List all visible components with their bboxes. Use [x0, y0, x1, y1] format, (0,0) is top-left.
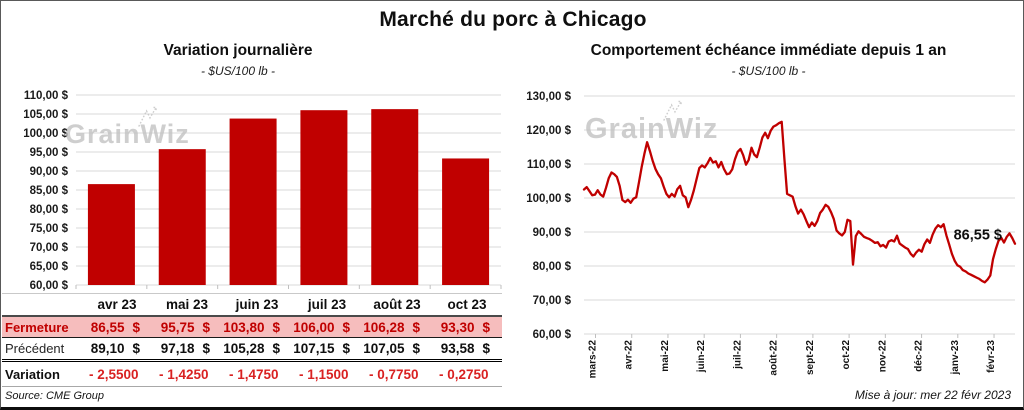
- table-column-header: juin 23: [235, 297, 279, 312]
- y-axis-tick-label: 65,00 $: [30, 261, 69, 273]
- table-cell: - 1,4750: [229, 366, 279, 382]
- table-cell: 97,18 $: [160, 341, 210, 356]
- table-column-header: oct 23: [447, 297, 487, 312]
- y-axis-tick-label: 60,00 $: [30, 280, 69, 292]
- table-cell: 106,28 $: [363, 319, 420, 335]
- y-axis-tick-label: 110,00 $: [527, 159, 572, 171]
- bar: [158, 149, 206, 285]
- y-axis-tick-label: 110,00 $: [24, 90, 69, 102]
- table-row-fermeture: Fermeture 86,55 $ 95,75 $ 103,80 $ 106,00 $ 106,…: [2, 315, 502, 338]
- watermark-peak-icon: [138, 106, 158, 127]
- table-cell: 105,28 $: [223, 341, 280, 356]
- y-axis-tick-label: 70,00 $: [30, 242, 69, 254]
- table-cell: - 0,7750: [369, 366, 419, 382]
- table-cell: 103,80 $: [223, 319, 280, 335]
- y-axis-tick-label: 100,00 $: [526, 193, 571, 205]
- x-axis-tick-label: juil-22: [732, 340, 743, 370]
- table-cell: 107,15 $: [293, 341, 350, 356]
- x-axis-tick-label: janv-23: [950, 340, 961, 376]
- y-axis-tick-label: 80,00 $: [30, 204, 69, 216]
- table-cell: 95,75 $: [160, 319, 210, 335]
- bar: [371, 109, 419, 285]
- table-cell: 93,30 $: [440, 319, 490, 335]
- x-axis-tick-label: déc-22: [914, 340, 925, 372]
- y-axis-tick-label: 90,00 $: [30, 166, 69, 178]
- watermark-text: GrainWiz: [65, 119, 190, 149]
- y-axis-tick-label: 120,00 $: [526, 125, 571, 137]
- x-axis-tick-label: juin-22: [696, 340, 707, 374]
- y-axis-tick-label: 105,00 $: [23, 109, 68, 121]
- y-axis-tick-label: 80,00 $: [533, 261, 572, 273]
- row-label-variation: Variation: [5, 366, 60, 382]
- y-axis-tick-label: 85,00 $: [30, 185, 69, 197]
- last-updated-note: Mise à jour: mer 22 févr 2023: [854, 388, 1011, 402]
- y-axis-tick-label: 60,00 $: [533, 329, 572, 341]
- table-cell: 93,58 $: [440, 341, 490, 356]
- x-axis-tick-label: sept-22: [805, 340, 816, 375]
- y-axis-tick-label: 70,00 $: [533, 295, 572, 307]
- price-line: [582, 120, 1017, 284]
- page-title: Marché du porc à Chicago: [379, 8, 647, 31]
- bar: [300, 110, 348, 285]
- x-axis-tick-label: nov-22: [877, 340, 888, 373]
- bar-chart: 110,00 $ 105,00 $ 100,00 $ 95,00 $ 90,00 $ 85…: [23, 90, 502, 292]
- watermark-text: GrainWiz: [585, 113, 719, 145]
- table-column-header: août 23: [373, 297, 421, 312]
- x-axis-tick-label: févr-23: [986, 340, 997, 373]
- x-axis-tick-label: août-22: [769, 340, 780, 376]
- table-cell: 106,00 $: [293, 319, 350, 335]
- table-cell: - 0,2750: [439, 366, 489, 382]
- summary-table: avr 23 mai 23 juin 23 juil 23 août 23 oct 23 …: [2, 293, 502, 407]
- table-column-header: mai 23: [165, 297, 209, 312]
- table-cell: 107,05 $: [363, 341, 420, 356]
- bar: [442, 158, 490, 285]
- table-column-header: juil 23: [307, 297, 347, 312]
- bar: [229, 118, 277, 285]
- table-cell: - 1,4250: [159, 366, 209, 382]
- table-header-row: avr 23 mai 23 juin 23 juil 23 août 23 oct 23: [2, 293, 502, 315]
- row-label-fermeture: Fermeture: [5, 319, 69, 335]
- table-cell: - 1,1500: [299, 366, 349, 382]
- row-label-precedent: Précédent: [5, 341, 65, 356]
- table-row-precedent: Précédent 89,10 $ 97,18 $ 105,28 $ 107,15 $ 107,…: [2, 338, 502, 362]
- last-value-annotation: 86,55 $: [954, 228, 1002, 244]
- y-axis-tick-label: 130,00 $: [526, 91, 571, 103]
- table-row-variation: Variation - 2,5500 - 1,4250 - 1,4750 - 1,15…: [2, 362, 502, 386]
- table-column-header: avr 23: [97, 297, 137, 312]
- table-cell: 89,10 $: [90, 341, 140, 356]
- bar-chart-title: Variation journalière: [163, 42, 313, 59]
- bar-chart-subtitle: - $US/100 lb -: [200, 64, 276, 78]
- x-axis-tick-label: mai-22: [660, 340, 671, 372]
- table-cell: - 2,5500: [89, 366, 139, 382]
- x-axis-tick-label: oct-22: [841, 340, 852, 370]
- line-chart-title: Comportement échéance immédiate depuis 1…: [590, 42, 947, 59]
- y-axis-tick-label: 95,00 $: [30, 147, 69, 159]
- x-axis-tick-label: mars-22: [588, 340, 599, 379]
- table-source: Source: CME Group: [2, 386, 502, 407]
- x-axis-tick-label: avr-22: [624, 340, 635, 370]
- y-axis-tick-label: 75,00 $: [30, 223, 69, 235]
- table-cell: 86,55 $: [90, 319, 140, 335]
- line-chart-subtitle: - $US/100 lb -: [731, 64, 806, 78]
- y-axis-tick-label: 90,00 $: [533, 227, 572, 239]
- y-axis-tick-label: 100,00 $: [23, 128, 68, 140]
- watermark-grainwiz-left: GrainWiz: [65, 106, 190, 150]
- watermark-peak-icon: [663, 100, 683, 121]
- line-chart: 130,00 $ 120,00 $ 110,00 $ 100,00 $ 90,00 $ 8…: [526, 91, 1017, 379]
- bar: [87, 184, 135, 285]
- watermark-grainwiz-right: GrainWiz: [585, 100, 719, 146]
